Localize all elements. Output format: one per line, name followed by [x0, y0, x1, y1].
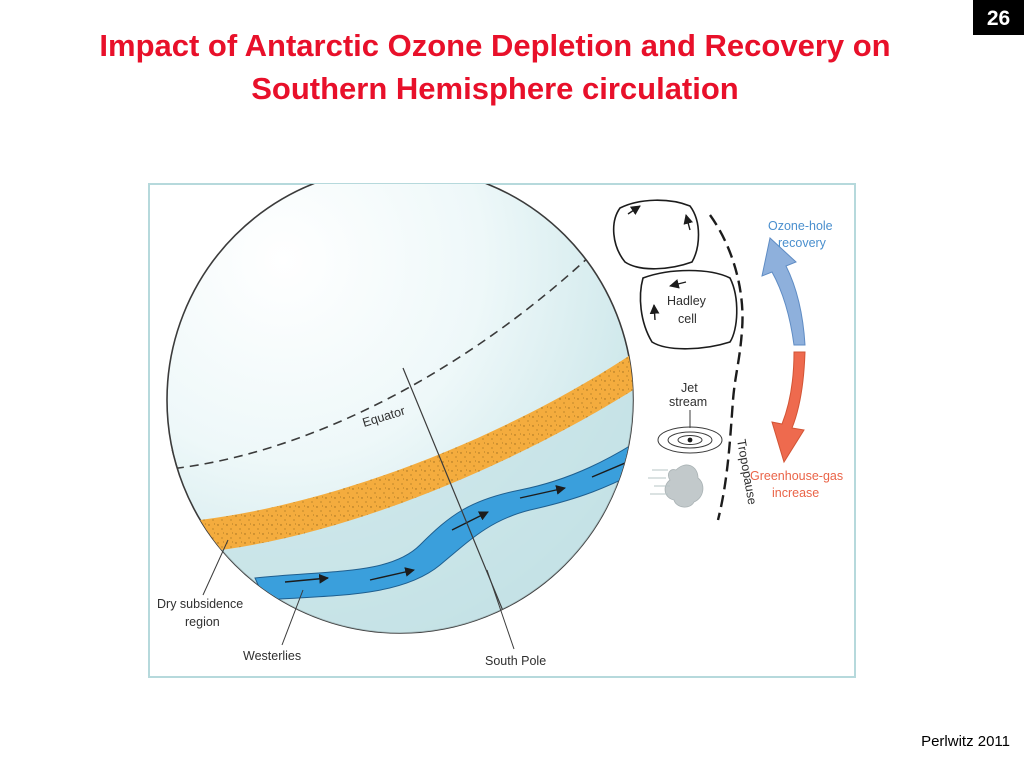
ozone-recovery-arrow — [761, 237, 806, 346]
globe-edge-tick — [171, 449, 179, 471]
westerly-arrow-3 — [451, 511, 489, 531]
south-pole-label: South Pole — [485, 654, 546, 668]
storm-streaks — [648, 469, 670, 495]
dry-subsidence-speckle — [200, 338, 633, 552]
jet-ring-outer — [657, 426, 723, 454]
slide-title-line-2: Southern Hemisphere circulation — [251, 71, 739, 106]
westerly-arrow-4 — [519, 485, 566, 499]
westerly-arrow-1 — [284, 573, 329, 584]
dry-subsidence-leader — [202, 539, 229, 596]
jet-ring-inner — [677, 435, 703, 445]
hadley-cell-lower-arrow-2 — [649, 304, 660, 321]
westerlies-label: Westerlies — [243, 649, 301, 663]
south-pole-leader — [486, 569, 515, 650]
westerly-arrow-2 — [369, 567, 415, 581]
westerlies-band — [254, 429, 633, 601]
page-number-badge: 26 — [973, 0, 1024, 35]
hadley-cell-lower — [639, 269, 738, 350]
dry-subsidence-label-line-1: Dry subsidence — [157, 597, 243, 611]
ozone-label-line-2: recovery — [778, 236, 827, 250]
meridian-line — [402, 367, 516, 633]
hadley-cell-upper-arrow-2 — [683, 214, 694, 231]
jet-label-line-1: Jet — [681, 381, 698, 395]
ghg-label-line-2: increase — [772, 486, 819, 500]
ozone-label-line-1: Ozone-hole — [768, 219, 833, 233]
westerlies-leader — [281, 589, 304, 646]
hadley-label-line-2: cell — [678, 312, 697, 326]
hadley-cell-lower-arrow-1 — [669, 279, 687, 289]
jet-label-line-2: stream — [669, 395, 707, 409]
dry-subsidence-label-line-2: region — [185, 615, 220, 629]
slide-title-line-1: Impact of Antarctic Ozone Depletion and … — [99, 28, 891, 63]
jet-core — [687, 437, 693, 443]
slide-title: Impact of Antarctic Ozone Depletion and … — [30, 24, 960, 110]
equator-line — [167, 194, 633, 471]
hadley-cell-upper-arrow-1 — [627, 205, 641, 215]
tropopause-line — [709, 214, 744, 521]
hadley-cell-upper — [612, 199, 700, 270]
ghg-increase-arrow — [771, 351, 806, 464]
hadley-label-line-1: Hadley — [667, 294, 707, 308]
citation: Perlwitz 2011 — [921, 733, 1010, 750]
ghg-label-line-1: Greenhouse-gas — [750, 469, 843, 483]
storm-cloud — [664, 464, 704, 508]
jet-ring-middle — [667, 431, 713, 449]
